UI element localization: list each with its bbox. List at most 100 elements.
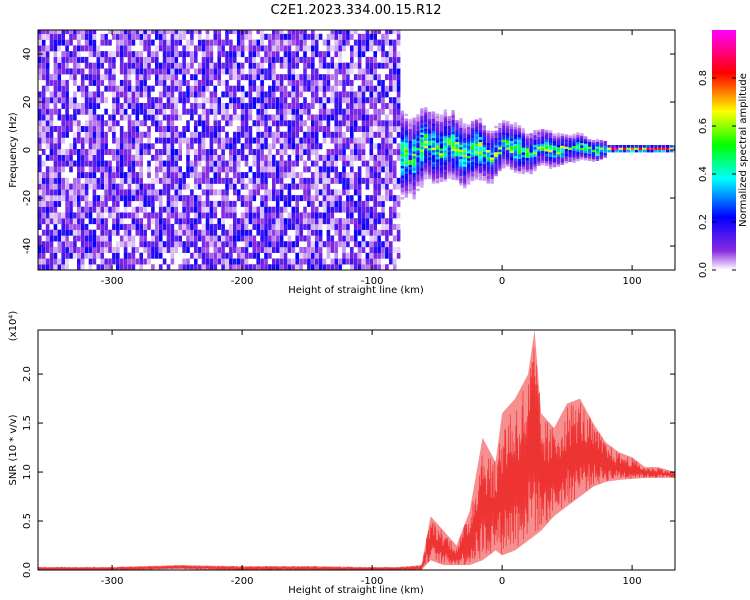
spectrogram-cell: [412, 165, 416, 169]
spectrogram-cell: [431, 176, 436, 179]
spectrogram-cell: [455, 160, 459, 164]
spectrogram-cell: [373, 212, 377, 219]
spectrogram-cell: [357, 195, 362, 202]
spectrogram-cell: [385, 235, 389, 242]
spectrogram-cell: [178, 212, 182, 219]
spectrogram-cell: [209, 264, 214, 270]
spectrogram-cell: [38, 264, 42, 270]
spectrogram-cell: [116, 252, 120, 259]
spectrogram-cell: [166, 223, 171, 230]
spectrogram-cell: [291, 97, 296, 104]
spectrogram-cell: [490, 166, 494, 170]
spectrogram-cell: [123, 131, 128, 138]
spectrogram-cell: [346, 258, 350, 265]
spectrogram-cell: [135, 126, 140, 132]
spectrogram-cell: [41, 33, 46, 40]
spectrogram-cell: [127, 235, 132, 242]
spectrogram-cell: [330, 154, 335, 161]
spectrogram-cell: [279, 189, 284, 196]
spectrogram-cell: [389, 62, 393, 69]
spectrogram-cell: [221, 264, 225, 270]
spectrogram-cell: [190, 102, 194, 109]
spectrogram-cell: [174, 137, 179, 144]
spectrogram-cell: [158, 126, 163, 132]
spectrogram-cell: [209, 39, 214, 46]
spectrogram-cell: [552, 143, 557, 146]
spectrogram-cell: [116, 206, 120, 213]
spectrogram-cell: [229, 102, 233, 109]
spectrogram-cell: [353, 223, 358, 230]
spectrogram-cell: [377, 120, 381, 127]
spectrogram-cell: [194, 68, 198, 75]
spectrogram-cell: [131, 131, 136, 138]
spectrogram-cell: [416, 159, 420, 163]
spectrogram-cell: [80, 149, 85, 156]
spectrogram-cell: [447, 130, 451, 133]
spectrogram-cell: [314, 85, 319, 92]
spectrogram-cell: [268, 62, 272, 69]
spectrogram-cell: [104, 74, 108, 81]
spectrogram-cell: [116, 33, 120, 40]
spectrogram-cell: [264, 91, 268, 98]
spectrogram-cell: [560, 145, 564, 149]
spectrogram-cell: [346, 241, 350, 248]
spectrogram-cell: [166, 218, 171, 225]
spectrogram-cell: [264, 51, 268, 58]
spectrogram-cell: [385, 172, 389, 179]
spectrogram-cell: [123, 68, 128, 75]
spectrogram-cell: [361, 39, 366, 46]
spectrogram-cell: [369, 79, 374, 86]
spectrogram-cell: [190, 91, 194, 98]
spectrogram-cell: [443, 135, 447, 139]
spectrogram-cell: [572, 141, 576, 144]
spectrogram-cell: [96, 51, 101, 58]
spectrogram-cell: [104, 97, 108, 104]
spectrogram-cell: [197, 218, 202, 225]
spectrogram-cell: [560, 140, 564, 144]
spectrogram-cell: [669, 147, 674, 151]
spectrogram-cell: [61, 137, 65, 144]
spectrogram-cell: [131, 172, 136, 179]
spectrogram-cell: [197, 39, 202, 46]
spectrogram-cell: [396, 102, 401, 109]
spectrogram-cell: [545, 146, 549, 150]
spectrogram-cell: [424, 119, 428, 122]
spectrogram-cell: [412, 158, 416, 161]
spectrogram-cell: [400, 153, 405, 157]
spectrogram-cell: [330, 200, 335, 207]
spectrogram-cell: [272, 154, 276, 161]
spectrogram-cell: [80, 45, 85, 52]
spectrogram-cell: [474, 148, 479, 151]
spectrogram-cell: [502, 127, 506, 131]
spectrogram-cell: [451, 158, 455, 161]
spectrogram-cell: [147, 218, 151, 225]
spectrogram-cell: [170, 102, 175, 109]
spectrogram-cell: [346, 160, 350, 167]
spectrogram-cell: [155, 79, 159, 86]
spectrogram-cell: [498, 166, 502, 169]
spectrogram-cell: [509, 152, 514, 156]
spectrogram-cell: [139, 218, 143, 225]
spectrogram-cell: [80, 206, 85, 213]
spectrogram-cell: [194, 91, 198, 98]
spectrogram-cell: [225, 68, 229, 75]
spectrogram-cell: [295, 102, 299, 109]
spectrogram-cell: [240, 62, 245, 69]
spectrogram-cell: [61, 177, 65, 184]
spectrogram-cell: [303, 212, 307, 219]
spectrogram-cell: [346, 74, 350, 81]
spectrogram-cell: [591, 139, 596, 143]
spectrogram-cell: [412, 189, 416, 193]
spectrogram-cell: [260, 33, 264, 40]
spectrogram-cell: [147, 223, 151, 230]
spectrogram-cell: [236, 126, 241, 132]
spectrogram-cell: [400, 182, 405, 186]
spectrogram-cell: [174, 195, 179, 202]
spectrogram-cell: [116, 264, 120, 270]
spectrogram-cell: [299, 212, 303, 219]
spectrogram-cell: [506, 125, 510, 129]
spectrogram-cell: [572, 133, 576, 137]
spectrogram-cell: [147, 252, 151, 259]
spectrogram-cell: [260, 45, 264, 52]
spectrogram-cell: [127, 33, 132, 40]
